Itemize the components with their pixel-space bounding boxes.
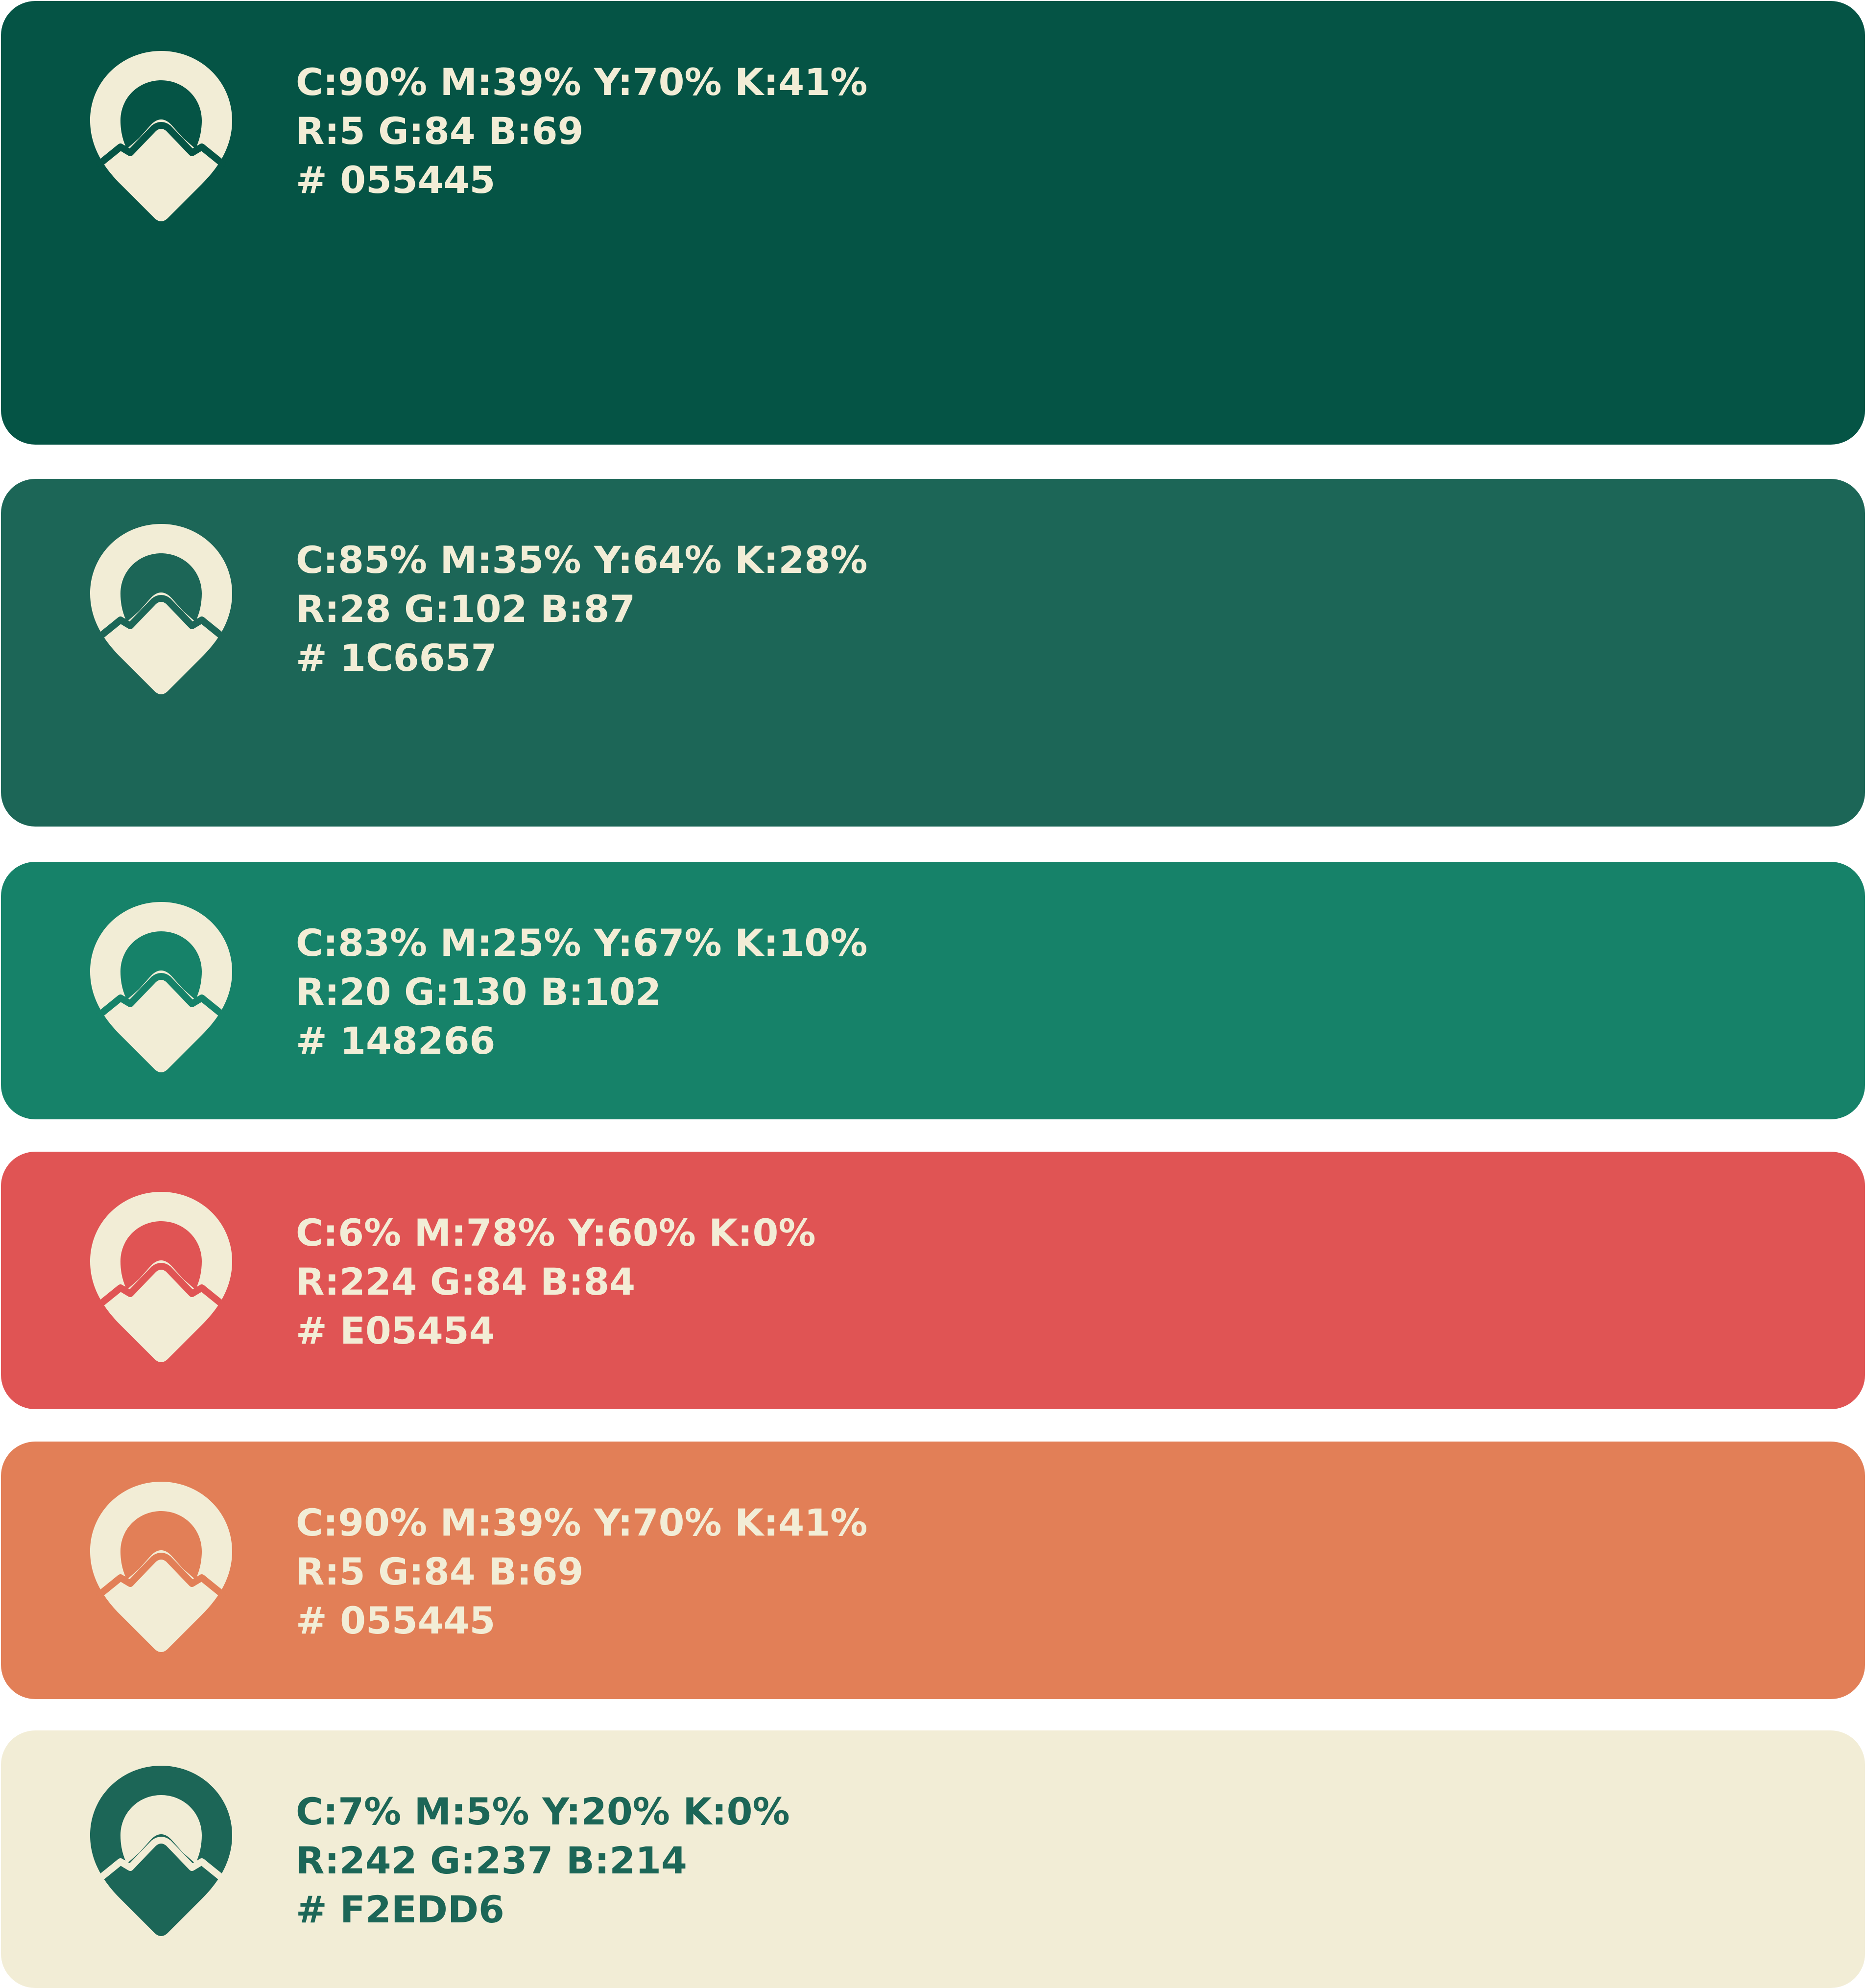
hex-value: # E05454: [296, 1309, 495, 1352]
hex-value: # 055445: [296, 1599, 496, 1642]
hex-value: # 055445: [296, 158, 496, 202]
cmyk-value: C:6% M:78% Y:60% K:0%: [296, 1211, 816, 1254]
swatch-info: C:7% M:5% Y:20% K:0% R:242 G:237 B:214 #…: [296, 1787, 790, 1934]
location-pin-mountain-icon: [90, 51, 232, 224]
cmyk-value: C:7% M:5% Y:20% K:0%: [296, 1790, 790, 1833]
hex-value: # 1C6657: [296, 636, 497, 680]
color-swatch-1: C:90% M:39% Y:70% K:41% R:5 G:84 B:69 # …: [1, 1, 1865, 445]
rgb-value: R:5 G:84 B:69: [296, 1550, 584, 1593]
color-swatch-4: C:6% M:78% Y:60% K:0% R:224 G:84 B:84 # …: [1, 1152, 1865, 1409]
swatch-info: C:90% M:39% Y:70% K:41% R:5 G:84 B:69 # …: [296, 58, 867, 205]
cmyk-value: C:85% M:35% Y:64% K:28%: [296, 538, 868, 582]
color-swatch-5: C:90% M:39% Y:70% K:41% R:5 G:84 B:69 # …: [1, 1442, 1865, 1699]
cmyk-value: C:90% M:39% Y:70% K:41%: [296, 60, 868, 104]
cmyk-value: C:83% M:25% Y:67% K:10%: [296, 921, 868, 965]
location-pin-mountain-icon: [90, 1766, 232, 1939]
rgb-value: R:224 G:84 B:84: [296, 1260, 636, 1303]
hex-value: # 148266: [296, 1019, 496, 1063]
color-swatch-6: C:7% M:5% Y:20% K:0% R:242 G:237 B:214 #…: [1, 1730, 1865, 1988]
location-pin-mountain-icon: [90, 902, 232, 1075]
location-pin-mountain-icon: [90, 1482, 232, 1655]
color-swatch-2: C:85% M:35% Y:64% K:28% R:28 G:102 B:87 …: [1, 479, 1865, 827]
swatch-info: C:90% M:39% Y:70% K:41% R:5 G:84 B:69 # …: [296, 1498, 867, 1645]
location-pin-mountain-icon: [90, 1192, 232, 1365]
hex-value: # F2EDD6: [296, 1888, 504, 1931]
location-pin-mountain-icon: [90, 524, 232, 697]
rgb-value: R:28 G:102 B:87: [296, 587, 636, 631]
swatch-info: C:85% M:35% Y:64% K:28% R:28 G:102 B:87 …: [296, 536, 867, 683]
rgb-value: R:242 G:237 B:214: [296, 1839, 687, 1882]
swatch-info: C:6% M:78% Y:60% K:0% R:224 G:84 B:84 # …: [296, 1208, 816, 1355]
cmyk-value: C:90% M:39% Y:70% K:41%: [296, 1501, 868, 1544]
color-swatch-3: C:83% M:25% Y:67% K:10% R:20 G:130 B:102…: [1, 862, 1865, 1119]
rgb-value: R:5 G:84 B:69: [296, 109, 584, 153]
swatch-info: C:83% M:25% Y:67% K:10% R:20 G:130 B:102…: [296, 919, 867, 1065]
rgb-value: R:20 G:130 B:102: [296, 970, 661, 1014]
